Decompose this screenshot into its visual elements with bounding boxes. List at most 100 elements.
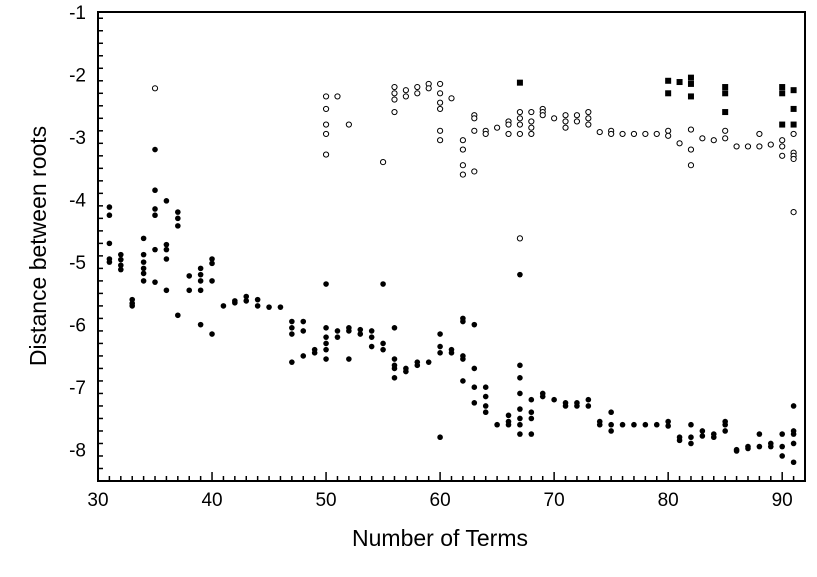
filled-point (391, 356, 398, 362)
filled-point (163, 241, 170, 248)
x-tick-label: 60 (430, 490, 451, 511)
open-point (528, 130, 535, 138)
filled-point (289, 359, 295, 365)
open-point (619, 130, 626, 138)
filled-point (380, 346, 386, 353)
filled-point (779, 453, 785, 459)
filled-point (722, 428, 728, 434)
square-point (790, 121, 797, 128)
filled-point (699, 433, 706, 439)
filled-point (676, 437, 683, 444)
open-point (322, 93, 330, 100)
filled-point (163, 198, 170, 204)
filled-point (175, 312, 181, 319)
filled-point (482, 403, 489, 409)
data-points (106, 74, 797, 466)
open-point (790, 155, 797, 163)
filled-point (118, 256, 124, 263)
filled-point (118, 251, 124, 258)
filled-point (653, 421, 660, 428)
filled-point (323, 324, 329, 331)
filled-point (403, 368, 409, 375)
axis-ticks (97, 17, 806, 482)
open-point (585, 108, 592, 116)
x-tick-label: 30 (87, 490, 108, 511)
filled-point (790, 431, 797, 437)
filled-point (425, 359, 432, 365)
filled-point (289, 324, 295, 331)
y-tick-label: -6 (69, 316, 86, 337)
filled-point (106, 204, 113, 210)
open-point (459, 162, 467, 169)
open-point (790, 130, 797, 138)
filled-point (391, 375, 398, 381)
open-point (516, 115, 524, 122)
open-point (687, 162, 695, 169)
open-point (505, 130, 512, 138)
open-point (402, 87, 409, 94)
filled-point (152, 279, 158, 285)
open-point (436, 105, 444, 113)
filled-point (779, 431, 785, 437)
open-point (744, 143, 752, 150)
filled-point (608, 409, 614, 416)
filled-point (494, 421, 500, 428)
filled-point (289, 318, 295, 325)
open-point (573, 112, 581, 119)
open-point (391, 90, 398, 97)
filled-point (756, 431, 763, 437)
open-point (562, 112, 569, 119)
open-point (779, 152, 786, 159)
open-point (585, 115, 592, 122)
open-point (562, 124, 569, 131)
filled-point (243, 293, 250, 300)
filled-point (368, 334, 375, 340)
filled-point (323, 281, 329, 287)
filled-point (596, 421, 603, 428)
filled-point (140, 235, 147, 242)
open-point (528, 108, 535, 116)
open-point (756, 130, 763, 138)
square-point (779, 90, 786, 97)
open-point (756, 143, 763, 150)
open-point (630, 130, 638, 138)
filled-point (380, 340, 386, 347)
filled-point (790, 403, 797, 409)
x-tick-label: 90 (772, 490, 793, 511)
filled-point (471, 384, 478, 391)
filled-point (300, 328, 307, 334)
filled-point (665, 423, 671, 429)
filled-point (756, 443, 763, 450)
filled-point (574, 403, 580, 409)
filled-point (562, 403, 569, 409)
open-point (516, 108, 524, 116)
filled-point (175, 209, 181, 215)
filled-point (551, 396, 557, 403)
filled-point (323, 346, 329, 353)
open-point (494, 124, 501, 131)
filled-point (745, 445, 751, 452)
open-point (722, 135, 729, 142)
filled-point (482, 384, 489, 391)
open-point (562, 118, 569, 125)
open-point (596, 128, 603, 136)
filled-point (517, 362, 523, 369)
filled-point (254, 296, 261, 303)
open-point (699, 135, 706, 142)
x-axis-title: Number of Terms (352, 525, 528, 551)
open-point (391, 83, 398, 91)
square-point (516, 79, 523, 86)
open-point (459, 146, 467, 153)
filled-point (460, 318, 466, 325)
open-point (322, 105, 330, 113)
y-axis-title: Distance between roots (25, 126, 51, 366)
open-point (471, 127, 478, 134)
filled-point (152, 187, 158, 194)
filled-point (482, 393, 489, 400)
filled-point (186, 287, 193, 294)
filled-point (517, 415, 523, 422)
open-point (436, 90, 444, 97)
filled-point (608, 421, 614, 428)
filled-point (517, 406, 523, 412)
filled-point (437, 350, 443, 356)
